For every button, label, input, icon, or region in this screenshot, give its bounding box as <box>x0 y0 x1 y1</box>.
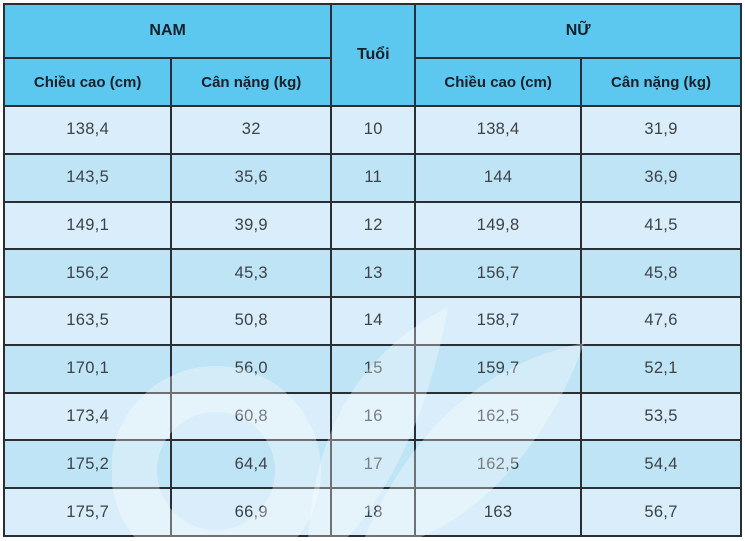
cell-nu-weight: 52,1 <box>580 343 742 394</box>
cell-age: 16 <box>330 391 417 442</box>
cell-nu-weight: 41,5 <box>580 200 742 251</box>
table-row: 143,5 35,6 11 144 36,9 <box>2 152 742 203</box>
cell-nam-height: 175,7 <box>2 487 173 537</box>
cell-nu-height: 163 <box>414 487 583 537</box>
cell-age: 11 <box>330 152 417 203</box>
cell-age: 18 <box>330 487 417 537</box>
cell-nu-weight: 36,9 <box>580 152 742 203</box>
cell-nu-height: 158,7 <box>414 296 583 346</box>
cell-nam-height: 143,5 <box>2 152 173 203</box>
cell-nam-weight: 60,8 <box>170 391 333 442</box>
table-row: 149,1 39,9 12 149,8 41,5 <box>2 200 742 251</box>
table-row: 170,1 56,0 15 159,7 52,1 <box>2 343 742 394</box>
cell-nu-height: 156,7 <box>414 248 583 299</box>
header-nu-weight: Cân nặng (kg) <box>580 57 742 107</box>
table-row: 163,5 50,8 14 158,7 47,6 <box>2 296 742 346</box>
cell-nam-weight: 64,4 <box>170 439 333 490</box>
header-nu-height: Chiều cao (cm) <box>414 57 583 107</box>
cell-age: 13 <box>330 248 417 299</box>
cell-nu-weight: 54,4 <box>580 439 742 490</box>
table-row: 175,2 64,4 17 162,5 54,4 <box>2 439 742 490</box>
cell-nam-height: 138,4 <box>2 105 173 155</box>
cell-nu-weight: 31,9 <box>580 105 742 155</box>
cell-nam-weight: 35,6 <box>170 152 333 203</box>
cell-age: 14 <box>330 296 417 346</box>
header-group-nu: NỮ <box>414 3 742 59</box>
cell-age: 17 <box>330 439 417 490</box>
table-row: 138,4 32 10 138,4 31,9 <box>2 105 742 155</box>
cell-nu-height: 162,5 <box>414 439 583 490</box>
table-row: 173,4 60,8 16 162,5 53,5 <box>2 391 742 442</box>
cell-age: 15 <box>330 343 417 394</box>
cell-nam-height: 175,2 <box>2 439 173 490</box>
cell-nu-weight: 53,5 <box>580 391 742 442</box>
table-row: 156,2 45,3 13 156,7 45,8 <box>2 248 742 299</box>
table-body: 138,4 32 10 138,4 31,9 143,5 35,6 11 144 36,9 149,… <box>2 105 742 537</box>
cell-nam-weight: 56,0 <box>170 343 333 394</box>
header-nam-height: Chiều cao (cm) <box>2 57 173 107</box>
cell-nu-height: 159,7 <box>414 343 583 394</box>
cell-age: 10 <box>330 105 417 155</box>
cell-nu-weight: 47,6 <box>580 296 742 346</box>
cell-nam-weight: 45,3 <box>170 248 333 299</box>
header-nam-weight: Cân nặng (kg) <box>170 57 333 107</box>
cell-age: 12 <box>330 200 417 251</box>
cell-nam-height: 170,1 <box>2 343 173 394</box>
cell-nam-height: 149,1 <box>2 200 173 251</box>
cell-nam-height: 156,2 <box>2 248 173 299</box>
cell-nam-weight: 39,9 <box>170 200 333 251</box>
cell-nu-height: 144 <box>414 152 583 203</box>
table-row: 175,7 66,9 18 163 56,7 <box>2 487 742 537</box>
cell-nam-weight: 66,9 <box>170 487 333 537</box>
cell-nam-height: 163,5 <box>2 296 173 346</box>
header-age: Tuổi <box>330 3 417 107</box>
cell-nu-height: 162,5 <box>414 391 583 442</box>
table-header: NAM Tuổi NỮ Chiều cao (cm) Cân nặng (kg)… <box>2 3 742 107</box>
cell-nu-height: 138,4 <box>414 105 583 155</box>
cell-nu-weight: 56,7 <box>580 487 742 537</box>
cell-nu-weight: 45,8 <box>580 248 742 299</box>
cell-nu-height: 149,8 <box>414 200 583 251</box>
height-weight-table: NAM Tuổi NỮ Chiều cao (cm) Cân nặng (kg)… <box>2 3 742 537</box>
cell-nam-weight: 32 <box>170 105 333 155</box>
header-group-nam: NAM <box>2 3 333 59</box>
cell-nam-height: 173,4 <box>2 391 173 442</box>
cell-nam-weight: 50,8 <box>170 296 333 346</box>
